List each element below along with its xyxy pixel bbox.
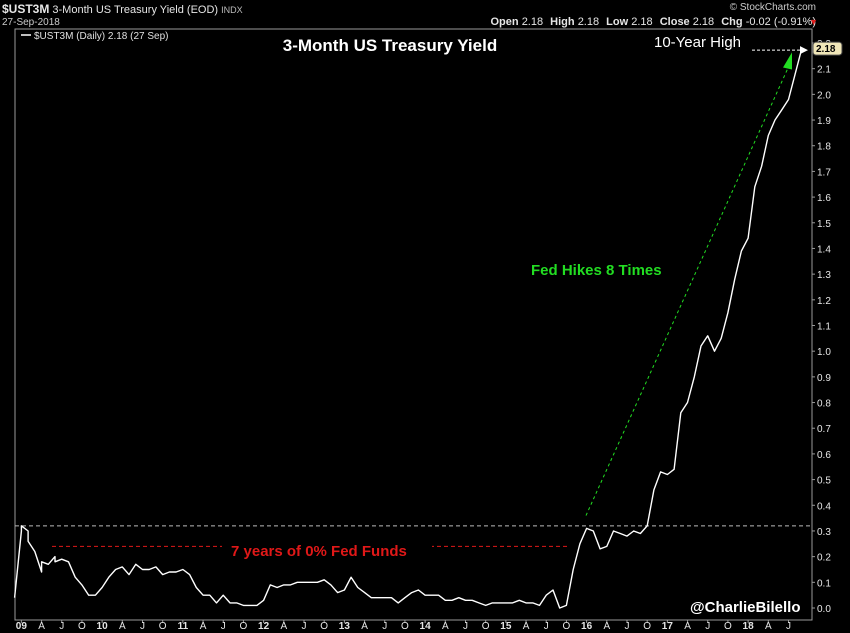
chart-date: 27-Sep-2018 [2,17,60,28]
annotation-fed-hikes: Fed Hikes 8 Times [531,262,662,279]
y-tick-label: 0.0 [817,604,831,615]
x-tick-label: J [301,621,306,632]
x-tick-label: 18 [743,621,755,632]
x-tick-label: 11 [178,621,189,632]
y-tick-label: 1.7 [817,167,831,178]
chg-label: Chg [721,16,743,28]
chart-header: $UST3M 3-Month US Treasury Yield (EOD) I… [2,2,243,16]
chart-title: 3-Month US Treasury Yield [283,36,497,55]
open-value: 2.18 [521,16,544,28]
x-tick-label: J [59,621,64,632]
x-tick-label: 13 [339,621,351,632]
x-tick-label: 10 [97,621,109,632]
legend-entry: $UST3M (Daily) 2.18 (27 Sep) [34,31,169,42]
y-tick-label: 1.5 [817,219,831,230]
y-tick-label: 0.1 [817,578,831,589]
y-tick-label: 0.5 [817,476,831,487]
x-tick-label: O [78,621,86,632]
x-tick-label: A [280,621,287,632]
low-value: 2.18 [631,16,653,28]
low-label: Low [606,16,629,28]
exchange: INDX [221,5,243,15]
y-tick-label: 1.3 [817,270,831,281]
y-tick-label: 1.4 [817,244,831,255]
x-tick-label: A [765,621,772,632]
y-tick-label: 0.9 [817,373,831,384]
annotation-zero-fed-funds: 7 years of 0% Fed Funds [231,543,407,560]
x-tick-label: O [482,621,490,632]
x-tick-label: 09 [16,621,28,632]
x-tick-label: J [624,621,629,632]
y-tick-label: 0.4 [817,501,831,512]
symbol-description: 3-Month US Treasury Yield (EOD) [52,4,219,16]
x-tick-label: A [684,621,691,632]
x-tick-label: 14 [420,621,432,632]
x-tick-label: A [603,621,610,632]
x-tick-label: J [382,621,387,632]
ohlc-readout: Open 2.18 High 2.18 Low 2.18 Close 2.18 … [491,16,817,28]
fed-hikes-arrow-line [585,63,791,516]
x-tick-label: J [140,621,145,632]
x-tick-label: O [320,621,328,632]
close-label: Close [659,16,690,28]
x-tick-label: A [200,621,207,632]
high-label: High [550,16,575,28]
y-tick-label: 0.2 [817,553,831,564]
x-tick-label: 16 [581,621,593,632]
y-tick-label: 0.6 [817,450,831,461]
y-tick-label: 0.8 [817,399,831,410]
x-tick-label: O [563,621,571,632]
open-label: Open [490,16,519,28]
series-line-ust3m [13,47,803,609]
y-tick-label: 1.8 [817,142,831,153]
x-tick-label: J [705,621,710,632]
x-tick-label: 15 [500,621,512,632]
y-tick-label: 1.0 [817,347,831,358]
close-value: 2.18 [692,16,715,28]
x-tick-label: 12 [258,621,270,632]
symbol: $UST3M [2,2,50,16]
y-tick-label: 1.6 [817,193,831,204]
x-tick-label: O [643,621,651,632]
y-tick-label: 1.9 [817,116,831,127]
last-value-label: 2.18 [816,44,836,55]
annotation-10-year-high: 10-Year High [654,34,741,51]
plot-frame [14,28,813,621]
x-tick-label: 17 [662,621,674,632]
zero-rate-label-bg [222,540,432,560]
x-tick-label: A [361,621,368,632]
x-tick-label: A [442,621,449,632]
x-tick-label: J [221,621,226,632]
credit-label: @CharlieBilello [690,599,801,616]
y-tick-label: 0.7 [817,424,831,435]
change-down-icon: ▼ [809,17,818,27]
high-value: 2.18 [577,16,600,28]
x-tick-label: J [544,621,549,632]
x-tick-label: O [724,621,732,632]
x-tick-label: A [38,621,45,632]
fed-hikes-arrowhead-icon [783,52,792,70]
x-tick-label: J [786,621,791,632]
chg-value: -0.02 (-0.91%) [745,16,816,28]
x-tick-label: A [523,621,530,632]
x-tick-label: O [240,621,248,632]
y-tick-label: 2.0 [817,90,831,101]
brand-watermark: © StockCharts.com [729,2,816,13]
y-tick-label: 1.2 [817,296,831,307]
y-tick-label: 0.3 [817,527,831,538]
last-value-box [812,41,843,56]
x-tick-label: O [159,621,167,632]
x-tick-label: O [401,621,409,632]
y-tick-label: 1.1 [817,322,831,333]
x-tick-label: A [119,621,126,632]
x-tick-label: J [463,621,468,632]
y-tick-label: 2.1 [817,65,831,76]
